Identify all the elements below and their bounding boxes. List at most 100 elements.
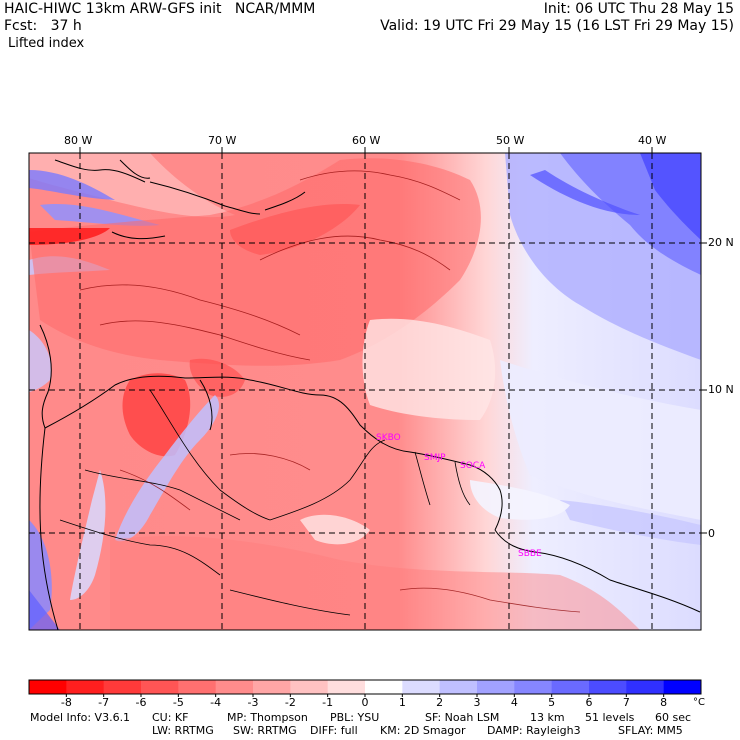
pale-patch-amazon — [300, 514, 370, 545]
coastline — [409, 451, 503, 531]
lat-label: 0 — [708, 527, 715, 540]
contour — [229, 453, 311, 471]
footer-pbl: PBL: YSU — [330, 711, 380, 724]
colorbar-swatches — [29, 680, 702, 694]
border — [454, 461, 471, 506]
colorbar-level-label: 3 — [474, 696, 481, 709]
footer-sw: SW: RRTMG — [233, 724, 297, 737]
lat-label: 10 N — [708, 383, 734, 396]
footer-mp: MP: Thompson — [227, 711, 308, 724]
footer-km: KM: 2D Smagor — [380, 724, 466, 737]
colorbar-level-label: -3 — [248, 696, 259, 709]
model-title: HAIC-HIWC 13km ARW-GFS init NCAR/MMM — [4, 1, 316, 17]
lon-label: 60 W — [352, 134, 381, 147]
colorbar-level-label: -5 — [173, 696, 184, 709]
colorbar-level-label: 7 — [623, 696, 630, 709]
footer-sf: SF: Noah LSM — [425, 711, 500, 724]
unstable-max-west — [29, 228, 110, 245]
footer-diff: DIFF: full — [310, 724, 358, 737]
border — [269, 439, 386, 521]
coastline — [54, 159, 146, 183]
unstable-venezuela — [189, 358, 245, 397]
stable-streak-nw-2 — [29, 170, 115, 200]
lat-lon-grid — [29, 153, 701, 630]
coastline — [494, 529, 701, 613]
colorbar-level-label: -6 — [136, 696, 147, 709]
colorbar-swatch — [29, 680, 67, 694]
colorbar-level-label: -4 — [210, 696, 221, 709]
colorbar-swatch — [178, 680, 217, 694]
colorbar-swatch — [253, 680, 291, 694]
stable-streak-nw — [40, 204, 160, 226]
border — [84, 469, 241, 521]
lake-maracaibo — [199, 379, 213, 431]
colorbar-level-label: 1 — [399, 696, 406, 709]
unstable-patch — [230, 204, 360, 255]
contour — [99, 320, 311, 361]
pale-band-equator — [470, 480, 570, 520]
contour — [399, 587, 581, 613]
footer-model-info: Model Info: V3.6.1 — [30, 711, 131, 724]
colorbar-swatch — [663, 680, 702, 694]
colorbar-swatch — [327, 680, 366, 694]
colorbar-swatch — [551, 680, 590, 694]
station-label: SOCA — [460, 461, 486, 471]
stable-streak-east — [560, 500, 701, 545]
colorbar-level-label: -2 — [285, 696, 296, 709]
stations: SKBO SMJP SOCA SBBE — [376, 433, 542, 559]
coastlines — [39, 159, 701, 630]
lon-label: 50 W — [496, 134, 525, 147]
coastline — [39, 324, 52, 429]
footer-damp: DAMP: Rayleigh3 — [487, 724, 581, 737]
init-time: Init: 06 UTC Thu 28 May 15 — [543, 1, 734, 17]
andes-stable-channel — [115, 395, 220, 542]
colorbar-swatch — [141, 680, 179, 694]
colorbar-level-label: -1 — [322, 696, 333, 709]
footer-resolution: 13 km — [530, 711, 565, 724]
station-label: SMJP — [424, 453, 446, 463]
border — [149, 389, 271, 521]
valid-time: Valid: 19 UTC Fri 29 May 15 (16 LST Fri … — [380, 18, 734, 34]
coastline — [39, 427, 59, 630]
stable-band-east — [500, 360, 701, 520]
footer-timestep: 60 sec — [655, 711, 692, 724]
colorbar-level-label: -7 — [98, 696, 109, 709]
footer-sflay: SFLAY: MM5 — [618, 724, 683, 737]
colorbar-swatch — [439, 680, 478, 694]
border — [229, 589, 351, 616]
borders — [59, 389, 471, 616]
colorbar-swatch — [103, 680, 142, 694]
pacific-stable-patch — [29, 330, 52, 392]
unstable-core — [29, 158, 481, 366]
coastline — [149, 181, 261, 215]
colorbar-swatch — [215, 680, 254, 694]
lon-label: 40 W — [638, 134, 667, 147]
northwest-area — [29, 153, 235, 218]
lon-label: 70 W — [208, 134, 237, 147]
station-label: SKBO — [376, 433, 401, 443]
li-contours — [79, 170, 581, 613]
colorbar-swatch — [365, 680, 403, 694]
border — [414, 451, 431, 506]
forecast-hour: Fcst: 37 h — [4, 18, 82, 34]
contour — [259, 235, 451, 271]
andes-stable-channel-2 — [70, 470, 106, 600]
colorbar-level-label: 4 — [511, 696, 518, 709]
stable-streak — [530, 170, 640, 215]
coastline — [119, 159, 151, 179]
colorbar-swatch — [589, 680, 627, 694]
coastline — [44, 375, 251, 429]
colorbar-labels: -8 -7 -6 -5 -4 -3 -2 -1 0 1 2 3 4 5 6 7 8 — [61, 694, 667, 709]
colorbar-level-label: -8 — [61, 696, 72, 709]
footer-cu: CU: KF — [152, 711, 189, 724]
field-name: Lifted index — [8, 36, 85, 51]
colorbar-swatch — [402, 680, 441, 694]
lon-label: 80 W — [64, 134, 93, 147]
colorbar-swatch — [514, 680, 553, 694]
pacific-stable-sw — [29, 590, 60, 630]
contour — [299, 170, 461, 201]
tick-marks — [79, 147, 707, 534]
border — [59, 519, 221, 576]
